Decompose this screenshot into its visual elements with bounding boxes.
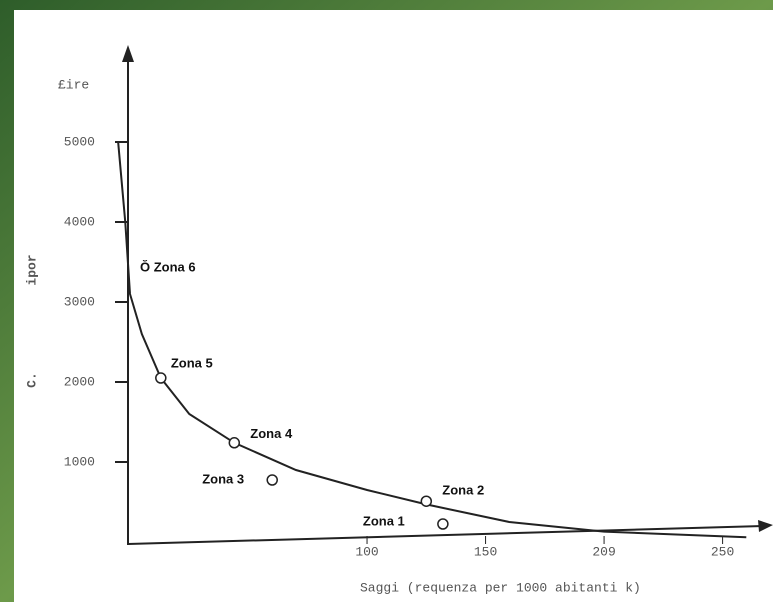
x-tick-label: 209: [592, 544, 615, 559]
point-label: Zona 5: [171, 355, 213, 370]
point-label: Zona 1: [363, 513, 405, 528]
y-label: C.: [24, 372, 39, 388]
point: [156, 373, 166, 383]
y-tick-label: 5000: [64, 134, 95, 149]
y-tick-label: 2000: [64, 374, 95, 389]
y-label: ipor: [24, 254, 39, 285]
x-tick-label: 150: [474, 544, 497, 559]
x-tick-label: 100: [355, 544, 378, 559]
y-tick-label: 1000: [64, 454, 95, 469]
point: [421, 496, 431, 506]
y-tick-label: 4000: [64, 214, 95, 229]
annotation: Ŏ Zona 6: [140, 259, 196, 274]
point: [229, 438, 239, 448]
point-label: Zona 3: [202, 471, 244, 486]
point-label: Zona 2: [442, 483, 484, 498]
chart: £ire ipor C. Saggi (requenza per 1000 ab…: [0, 0, 773, 602]
y-label-top: £ire: [58, 77, 89, 92]
x-tick-label: 250: [711, 544, 734, 559]
page: £ire ipor C. Saggi (requenza per 1000 ab…: [0, 0, 773, 602]
point: [267, 475, 277, 485]
y-tick-label: 3000: [64, 294, 95, 309]
point: [438, 519, 448, 529]
x-label: Saggi (requenza per 1000 abitanti k): [360, 580, 641, 595]
point-label: Zona 4: [250, 426, 293, 441]
